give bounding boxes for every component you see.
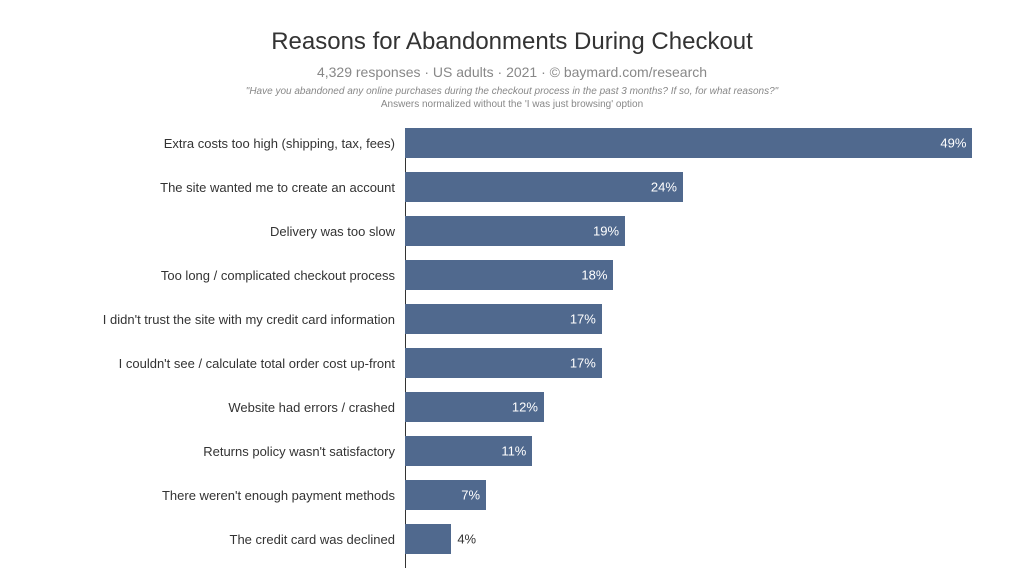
bar: 11% — [405, 436, 532, 466]
bar-row: Extra costs too high (shipping, tax, fee… — [0, 128, 984, 158]
bar-value: 24% — [651, 180, 677, 195]
bar: 18% — [405, 260, 613, 290]
bar-row: Delivery was too slow 19% — [0, 216, 984, 246]
bar-row: I didn't trust the site with my credit c… — [0, 304, 984, 334]
bar-row: There weren't enough payment methods 7% — [0, 480, 984, 510]
bar-value: 17% — [570, 356, 596, 371]
bar-chart: Extra costs too high (shipping, tax, fee… — [0, 128, 1024, 568]
bar-label: Website had errors / crashed — [0, 400, 405, 415]
bar: 49% — [405, 128, 972, 158]
bar — [405, 524, 451, 554]
bar-row: Too long / complicated checkout process 1… — [0, 260, 984, 290]
bar-area: 49% — [405, 128, 984, 158]
bar-area: 18% — [405, 260, 984, 290]
bar-value: 18% — [581, 268, 607, 283]
bar-value: 7% — [461, 488, 480, 503]
bar-row: Returns policy wasn't satisfactory 11% — [0, 436, 984, 466]
bar-area: 17% — [405, 304, 984, 334]
bar: 7% — [405, 480, 486, 510]
bar-label: Too long / complicated checkout process — [0, 268, 405, 283]
bar-label: Delivery was too slow — [0, 224, 405, 239]
bar-value: 4% — [457, 532, 476, 547]
bar-area: 19% — [405, 216, 984, 246]
bar-value: 17% — [570, 312, 596, 327]
bar-area: 7% — [405, 480, 984, 510]
bar-label: Returns policy wasn't satisfactory — [0, 444, 405, 459]
bar: 17% — [405, 348, 602, 378]
chart-subtitle: 4,329 responses · US adults · 2021 · © b… — [40, 64, 984, 80]
chart-title: Reasons for Abandonments During Checkout — [40, 28, 984, 56]
bar-label: There weren't enough payment methods — [0, 488, 405, 503]
bar-area: 11% — [405, 436, 984, 466]
bar: 24% — [405, 172, 683, 202]
bar-value: 11% — [501, 444, 526, 459]
bar-area: 17% — [405, 348, 984, 378]
chart-note: Answers normalized without the 'I was ju… — [40, 99, 984, 110]
bar-label: I didn't trust the site with my credit c… — [0, 312, 405, 327]
bar-label: Extra costs too high (shipping, tax, fee… — [0, 136, 405, 151]
chart-container: Reasons for Abandonments During Checkout… — [0, 0, 1024, 576]
bar-value: 49% — [940, 136, 966, 151]
bar-label: The site wanted me to create an account — [0, 180, 405, 195]
bar-row: I couldn't see / calculate total order c… — [0, 348, 984, 378]
bar: 12% — [405, 392, 544, 422]
bar-row: The credit card was declined 4% — [0, 524, 984, 554]
bar-label: The credit card was declined — [0, 532, 405, 547]
bar-value: 19% — [593, 224, 619, 239]
bar-label: I couldn't see / calculate total order c… — [0, 356, 405, 371]
bar: 17% — [405, 304, 602, 334]
bar: 19% — [405, 216, 625, 246]
bar-area: 24% — [405, 172, 984, 202]
bar-row: The site wanted me to create an account 2… — [0, 172, 984, 202]
chart-question: "Have you abandoned any online purchases… — [40, 86, 984, 97]
bar-area: 12% — [405, 392, 984, 422]
bar-area: 4% — [405, 524, 984, 554]
bar-value: 12% — [512, 400, 538, 415]
bar-row: Website had errors / crashed 12% — [0, 392, 984, 422]
